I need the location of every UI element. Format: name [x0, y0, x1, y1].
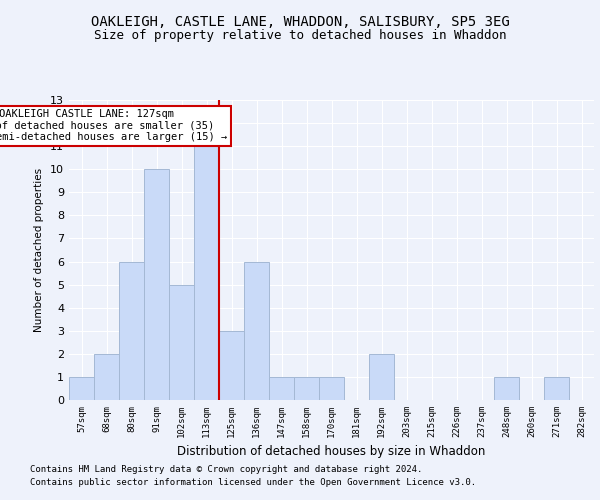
Bar: [269, 377, 294, 400]
Bar: [544, 377, 569, 400]
Bar: [244, 262, 269, 400]
Bar: [169, 284, 194, 400]
Text: Contains public sector information licensed under the Open Government Licence v3: Contains public sector information licen…: [30, 478, 476, 487]
Y-axis label: Number of detached properties: Number of detached properties: [34, 168, 44, 332]
Text: OAKLEIGH CASTLE LANE: 127sqm
← 70% of detached houses are smaller (35)
30% of se: OAKLEIGH CASTLE LANE: 127sqm ← 70% of de…: [0, 109, 227, 142]
Bar: [219, 331, 244, 400]
Bar: [319, 377, 344, 400]
Text: Contains HM Land Registry data © Crown copyright and database right 2024.: Contains HM Land Registry data © Crown c…: [30, 466, 422, 474]
Bar: [194, 146, 219, 400]
Bar: [144, 169, 169, 400]
Bar: [294, 377, 319, 400]
Bar: [119, 262, 144, 400]
Bar: [94, 354, 119, 400]
Text: Size of property relative to detached houses in Whaddon: Size of property relative to detached ho…: [94, 28, 506, 42]
X-axis label: Distribution of detached houses by size in Whaddon: Distribution of detached houses by size …: [178, 446, 485, 458]
Bar: [69, 377, 94, 400]
Bar: [369, 354, 394, 400]
Text: OAKLEIGH, CASTLE LANE, WHADDON, SALISBURY, SP5 3EG: OAKLEIGH, CASTLE LANE, WHADDON, SALISBUR…: [91, 16, 509, 30]
Bar: [494, 377, 519, 400]
